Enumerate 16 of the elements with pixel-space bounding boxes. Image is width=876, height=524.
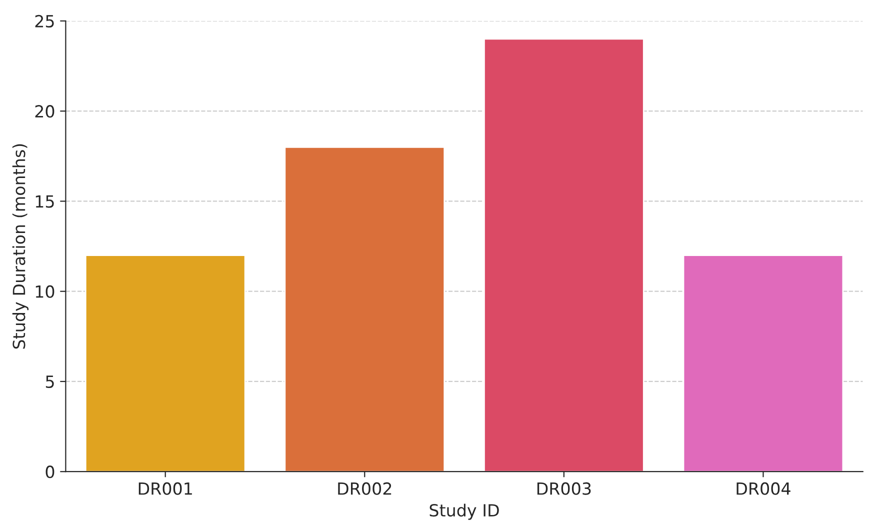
x-axis-title: Study ID bbox=[430, 504, 499, 520]
y-tick-label: 15 bbox=[36, 195, 54, 208]
y-tick-label: 5 bbox=[46, 376, 54, 388]
x-tick-label: DR003 bbox=[537, 482, 591, 495]
y-tick-label: 10 bbox=[36, 285, 54, 298]
bar bbox=[484, 38, 644, 472]
bar bbox=[284, 146, 446, 472]
y-tick-label: 0 bbox=[46, 466, 54, 478]
bar bbox=[682, 254, 844, 472]
x-tick-label: DR001 bbox=[138, 482, 192, 495]
y-tick-label: 20 bbox=[35, 105, 54, 118]
x-tick-label: DR002 bbox=[338, 482, 392, 495]
bar bbox=[84, 254, 246, 472]
x-tick-label: DR004 bbox=[736, 482, 790, 495]
y-axis-title: Study Duration (months) bbox=[12, 144, 29, 349]
y-tick-label: 25 bbox=[35, 14, 54, 28]
